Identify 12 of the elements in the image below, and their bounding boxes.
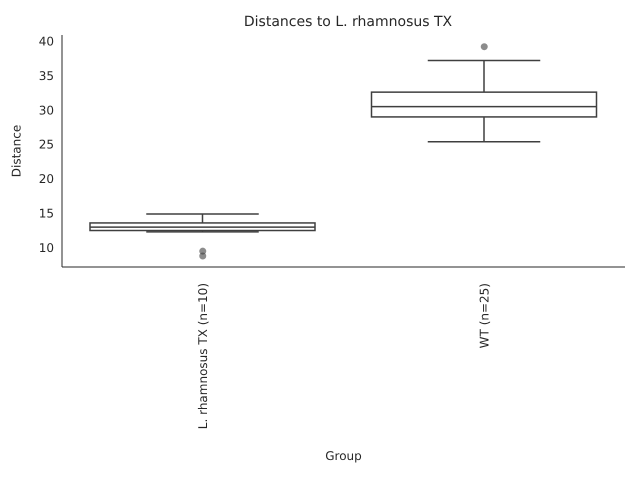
y-tick-label: 15 <box>38 206 54 221</box>
x-tick-label: L. rhamnosus TX (n=10) <box>196 283 210 430</box>
y-tick-label: 40 <box>38 34 54 48</box>
y-tick-label: 10 <box>38 240 54 255</box>
y-axis-title: Distance <box>9 124 24 178</box>
x-tick-label: WT (n=25) <box>477 283 492 348</box>
chart-title: Distances to L. rhamnosus TX <box>244 14 453 30</box>
y-tick-label: 35 <box>38 68 54 83</box>
x-axis-title: Group <box>325 449 362 463</box>
y-tick-label: 30 <box>38 103 54 118</box>
y-tick-label: 25 <box>38 138 54 152</box>
y-tick-label: 20 <box>38 172 54 186</box>
